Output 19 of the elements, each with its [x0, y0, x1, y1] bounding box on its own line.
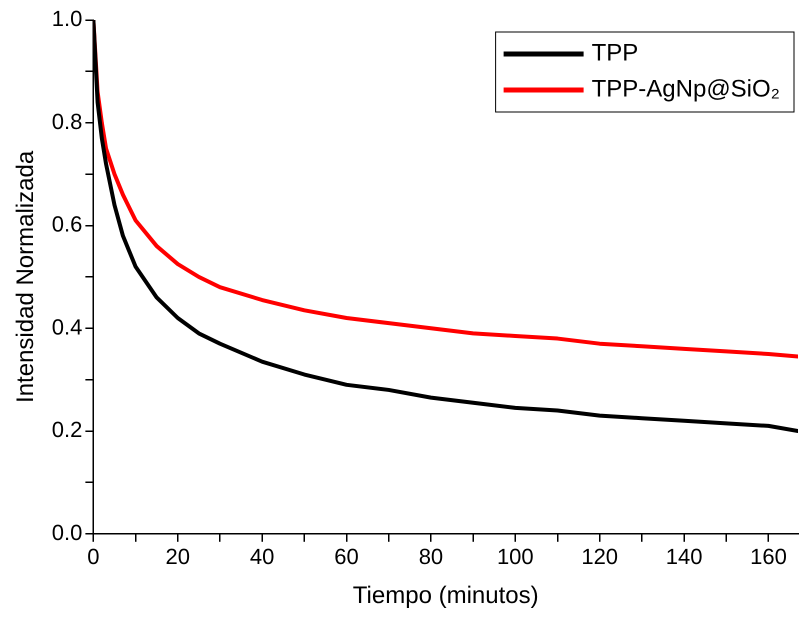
- x-tick-label: 60: [334, 544, 359, 570]
- x-tick-label: 80: [418, 544, 444, 570]
- x-tick-label: 0: [87, 544, 100, 570]
- y-axis-title: Intensidad Normalizada: [12, 150, 40, 403]
- x-tick-label: 100: [496, 544, 534, 570]
- y-tick-label: 0.4: [52, 314, 82, 340]
- x-axis-title: Tiempo (minutos): [352, 582, 539, 610]
- x-tick-label: 40: [250, 544, 274, 570]
- y-tick-label: 0.8: [52, 108, 82, 134]
- y-tick-label: 0.0: [52, 520, 82, 545]
- y-tick-label: 0.2: [52, 417, 82, 442]
- x-tick-label: 20: [166, 544, 190, 570]
- x-tick-label: 160: [750, 544, 787, 570]
- legend-label: TPP-AgNp@SiO₂: [592, 76, 780, 103]
- y-tick-label: 0.6: [52, 212, 82, 237]
- x-tick-label: 140: [666, 544, 702, 570]
- y-tick-label: 1.0: [52, 6, 82, 32]
- x-tick-label: 120: [581, 544, 618, 570]
- legend-label: TPP: [592, 40, 638, 67]
